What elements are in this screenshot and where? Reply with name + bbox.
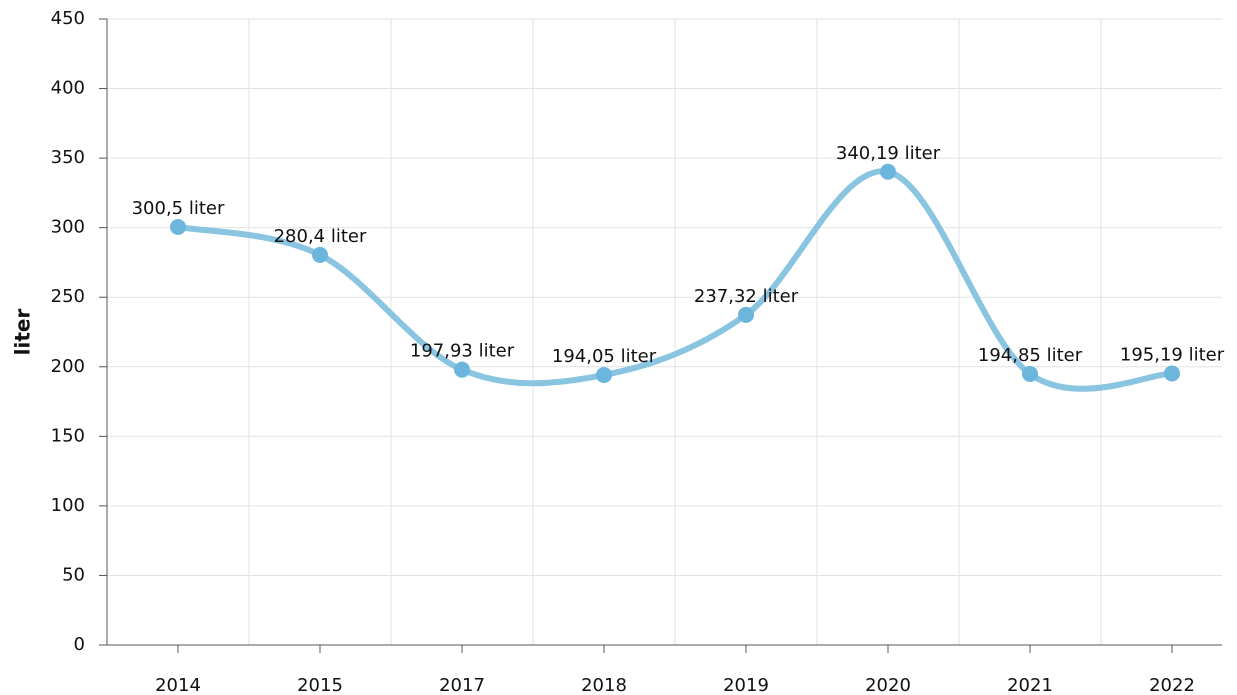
data-label: 194,05 liter [552, 346, 657, 367]
x-tick-label: 2021 [1007, 675, 1053, 695]
data-label: 340,19 liter [836, 143, 941, 164]
y-tick-label: 350 [51, 147, 85, 168]
y-axis-label: liter [11, 309, 35, 356]
marker [738, 306, 754, 323]
marker [312, 246, 328, 263]
marker [880, 163, 896, 180]
x-tick-label: 2018 [581, 675, 627, 695]
y-tick-label: 450 [51, 8, 85, 29]
y-tick-label: 300 [51, 217, 85, 238]
x-tick-label: 2014 [155, 675, 201, 695]
marker [596, 367, 612, 384]
data-label: 280,4 liter [274, 226, 367, 247]
line [175, 168, 1175, 392]
marker [170, 218, 186, 235]
data-label: 194,85 liter [978, 345, 1083, 366]
y-tick-label: 200 [51, 356, 85, 377]
y-tick-label: 50 [62, 564, 85, 585]
x-tick-label: 2015 [297, 675, 343, 695]
data-label: 195,19 liter [1120, 344, 1225, 365]
y-tick-label: 400 [51, 78, 85, 99]
x-tick-label: 2022 [1149, 675, 1195, 695]
y-tick-label: 100 [51, 495, 85, 516]
data-label: 197,93 liter [410, 341, 515, 362]
data-label: 237,32 liter [694, 286, 799, 307]
data-label: 300,5 liter [132, 198, 225, 219]
y-tick-label: 150 [51, 425, 85, 446]
x-tick-label: 2020 [865, 675, 911, 695]
y-tick-label: 0 [74, 634, 85, 655]
marker [454, 361, 470, 378]
y-tick-label: 250 [51, 286, 85, 307]
marker [1022, 365, 1038, 382]
x-tick-label: 2019 [723, 675, 769, 695]
marker [1164, 365, 1180, 382]
x-tick-label: 2017 [439, 675, 485, 695]
